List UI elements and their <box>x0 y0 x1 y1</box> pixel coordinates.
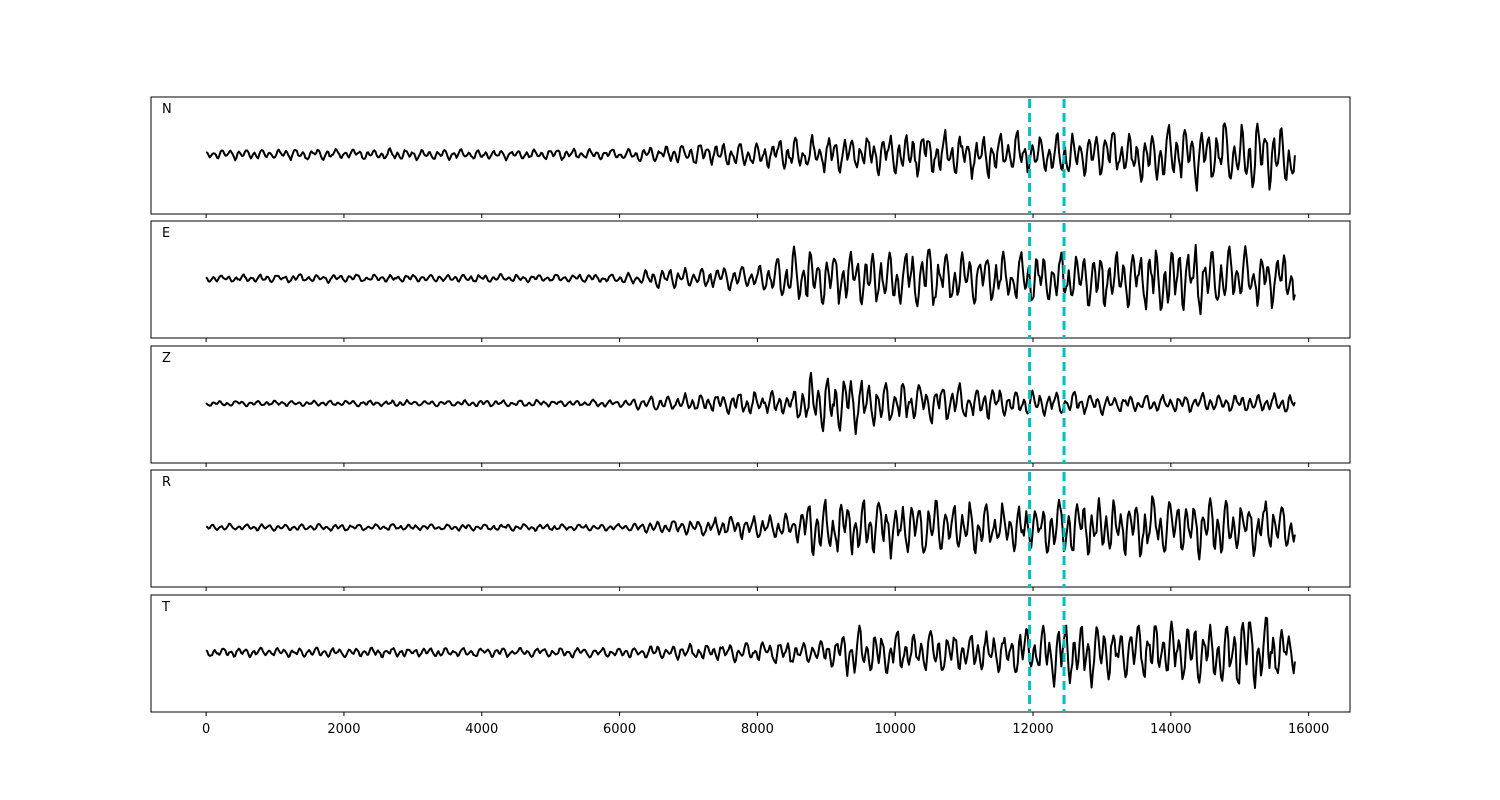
panel-label: T <box>161 600 170 615</box>
trace-line-z <box>205 371 1296 436</box>
trace-line-e <box>205 243 1296 316</box>
panel-n: N <box>150 96 1351 218</box>
x-tick-label: 6000 <box>603 722 636 737</box>
panel-e: E <box>150 220 1351 342</box>
panel-frame <box>150 345 1351 464</box>
x-tick-label: 10000 <box>875 722 916 737</box>
panel-label: N <box>162 102 172 117</box>
x-tick-label: 4000 <box>465 722 498 737</box>
x-tick-label: 0 <box>202 722 210 737</box>
x-tick-label: 16000 <box>1288 722 1329 737</box>
panel-label: E <box>162 226 170 241</box>
trace-line-n <box>205 122 1296 192</box>
x-tick-label: 8000 <box>741 722 774 737</box>
x-axis: 0 2000 4000 6000 8000 10000 12000 14000 16000 <box>202 722 1329 737</box>
x-tick-label: 2000 <box>327 722 360 737</box>
panel-t: T <box>150 594 1351 716</box>
panel-z: Z <box>150 345 1351 467</box>
panel-frame <box>150 469 1351 588</box>
trace-line-t <box>205 616 1296 689</box>
panel-frame <box>150 220 1351 339</box>
x-tick-label: 14000 <box>1150 722 1191 737</box>
panel-label: R <box>162 475 171 490</box>
panel-r: R <box>150 469 1351 591</box>
panel-frame <box>150 594 1351 713</box>
panels-group: N E Z R T <box>150 96 1351 716</box>
panel-label: Z <box>162 351 171 366</box>
panel-frame <box>150 96 1351 215</box>
trace-line-r <box>205 495 1296 561</box>
x-tick-label: 12000 <box>1012 722 1053 737</box>
